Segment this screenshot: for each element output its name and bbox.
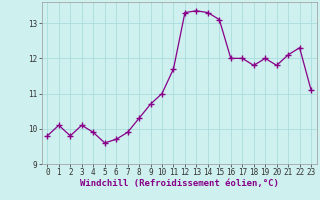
X-axis label: Windchill (Refroidissement éolien,°C): Windchill (Refroidissement éolien,°C)	[80, 179, 279, 188]
